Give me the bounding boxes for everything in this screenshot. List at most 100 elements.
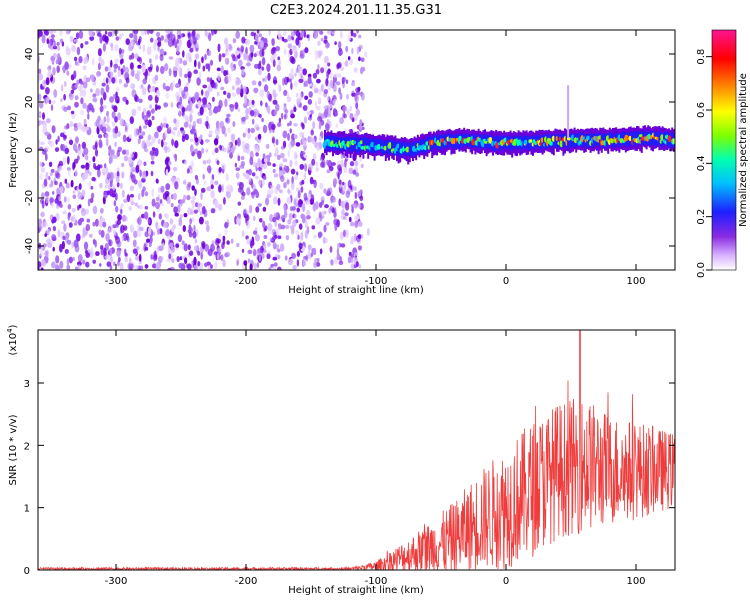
noise-speck bbox=[187, 244, 191, 251]
noise-speck bbox=[105, 77, 109, 84]
noise-speck bbox=[194, 137, 199, 143]
noise-speck bbox=[272, 265, 277, 270]
noise-speck bbox=[58, 195, 62, 202]
noise-speck bbox=[182, 114, 188, 120]
noise-speck bbox=[261, 117, 264, 123]
noise-speck bbox=[176, 38, 179, 44]
noise-speck bbox=[112, 224, 117, 229]
noise-speck bbox=[113, 200, 117, 207]
noise-speck bbox=[165, 213, 169, 220]
noise-speck bbox=[204, 220, 209, 225]
noise-speck bbox=[177, 130, 181, 138]
noise-speck bbox=[188, 231, 193, 238]
noise-speck bbox=[272, 59, 276, 68]
noise-speck bbox=[313, 261, 318, 268]
noise-speck bbox=[90, 192, 95, 199]
noise-speck bbox=[254, 63, 259, 69]
noise-speck bbox=[355, 261, 359, 268]
noise-speck bbox=[218, 184, 222, 193]
noise-speck bbox=[138, 253, 142, 262]
noise-speck bbox=[287, 188, 290, 194]
noise-speck bbox=[333, 178, 338, 185]
noise-speck bbox=[110, 256, 113, 264]
noise-speck bbox=[287, 149, 290, 158]
noise-speck bbox=[137, 205, 141, 209]
signal-mid bbox=[663, 132, 666, 145]
noise-speck bbox=[256, 126, 260, 131]
noise-speck bbox=[114, 125, 119, 134]
noise-speck bbox=[144, 231, 150, 238]
noise-speck bbox=[114, 44, 119, 52]
noise-speck bbox=[80, 97, 84, 105]
noise-speck bbox=[89, 171, 92, 176]
noise-speck bbox=[52, 225, 56, 232]
noise-speck bbox=[124, 256, 129, 263]
noise-speck bbox=[48, 176, 51, 181]
noise-speck bbox=[318, 211, 322, 219]
noise-speck bbox=[116, 87, 120, 92]
noise-speck bbox=[105, 137, 109, 147]
noise-speck bbox=[206, 50, 212, 57]
signal-mid bbox=[420, 139, 422, 152]
signal-mid bbox=[392, 140, 395, 156]
signal-core bbox=[370, 141, 375, 148]
noise-speck bbox=[347, 34, 352, 41]
top-y-tick-label: 20 bbox=[24, 96, 35, 109]
noise-speck bbox=[128, 205, 132, 211]
noise-speck bbox=[141, 87, 147, 96]
noise-speck bbox=[227, 183, 231, 192]
noise-speck bbox=[308, 163, 313, 171]
noise-speck bbox=[340, 200, 346, 208]
noise-speck bbox=[146, 30, 150, 35]
noise-speck bbox=[55, 255, 60, 264]
noise-speck bbox=[50, 55, 55, 63]
noise-speck bbox=[100, 207, 104, 214]
noise-speck bbox=[66, 258, 70, 267]
noise-speck bbox=[146, 46, 152, 56]
noise-speck bbox=[38, 139, 41, 147]
noise-speck bbox=[156, 65, 159, 73]
noise-speck bbox=[310, 129, 315, 136]
noise-speck bbox=[80, 164, 86, 169]
noise-speck bbox=[220, 254, 224, 261]
bottom-y-tick-label: 3 bbox=[24, 379, 30, 390]
noise-speck bbox=[303, 139, 307, 147]
bottom-x-tick-label: -200 bbox=[235, 576, 258, 587]
noise-speck bbox=[179, 214, 183, 219]
noise-speck bbox=[109, 96, 114, 103]
noise-speck bbox=[315, 68, 320, 75]
noise-speck bbox=[92, 156, 96, 163]
noise-speck bbox=[318, 88, 322, 95]
noise-speck bbox=[302, 105, 308, 111]
noise-speck bbox=[299, 66, 303, 72]
noise-speck bbox=[144, 191, 149, 197]
noise-speck bbox=[326, 118, 330, 125]
noise-speck bbox=[234, 162, 238, 168]
noise-speck bbox=[255, 206, 260, 213]
noise-speck bbox=[189, 209, 194, 215]
noise-speck bbox=[216, 160, 220, 166]
noise-speck bbox=[83, 147, 89, 155]
noise-speck bbox=[88, 30, 94, 38]
colorbar-label: Normalized spectral amplitude bbox=[738, 73, 749, 227]
noise-speck bbox=[87, 198, 91, 207]
noise-speck bbox=[140, 84, 144, 89]
noise-speck bbox=[128, 134, 132, 139]
noise-speck bbox=[66, 239, 72, 245]
noise-speck bbox=[254, 234, 260, 242]
noise-speck bbox=[257, 63, 262, 70]
noise-speck bbox=[336, 248, 340, 255]
signal-core bbox=[667, 135, 672, 143]
noise-speck bbox=[81, 125, 86, 132]
noise-speck bbox=[90, 88, 93, 93]
noise-speck bbox=[56, 203, 59, 209]
noise-speck bbox=[56, 65, 60, 73]
noise-speck bbox=[206, 121, 209, 130]
noise-speck bbox=[72, 190, 76, 194]
noise-speck bbox=[95, 251, 100, 257]
noise-speck bbox=[280, 145, 285, 150]
noise-speck bbox=[131, 174, 136, 183]
noise-speck bbox=[178, 110, 182, 117]
noise-speck bbox=[255, 152, 259, 157]
signal-mid bbox=[554, 134, 557, 148]
